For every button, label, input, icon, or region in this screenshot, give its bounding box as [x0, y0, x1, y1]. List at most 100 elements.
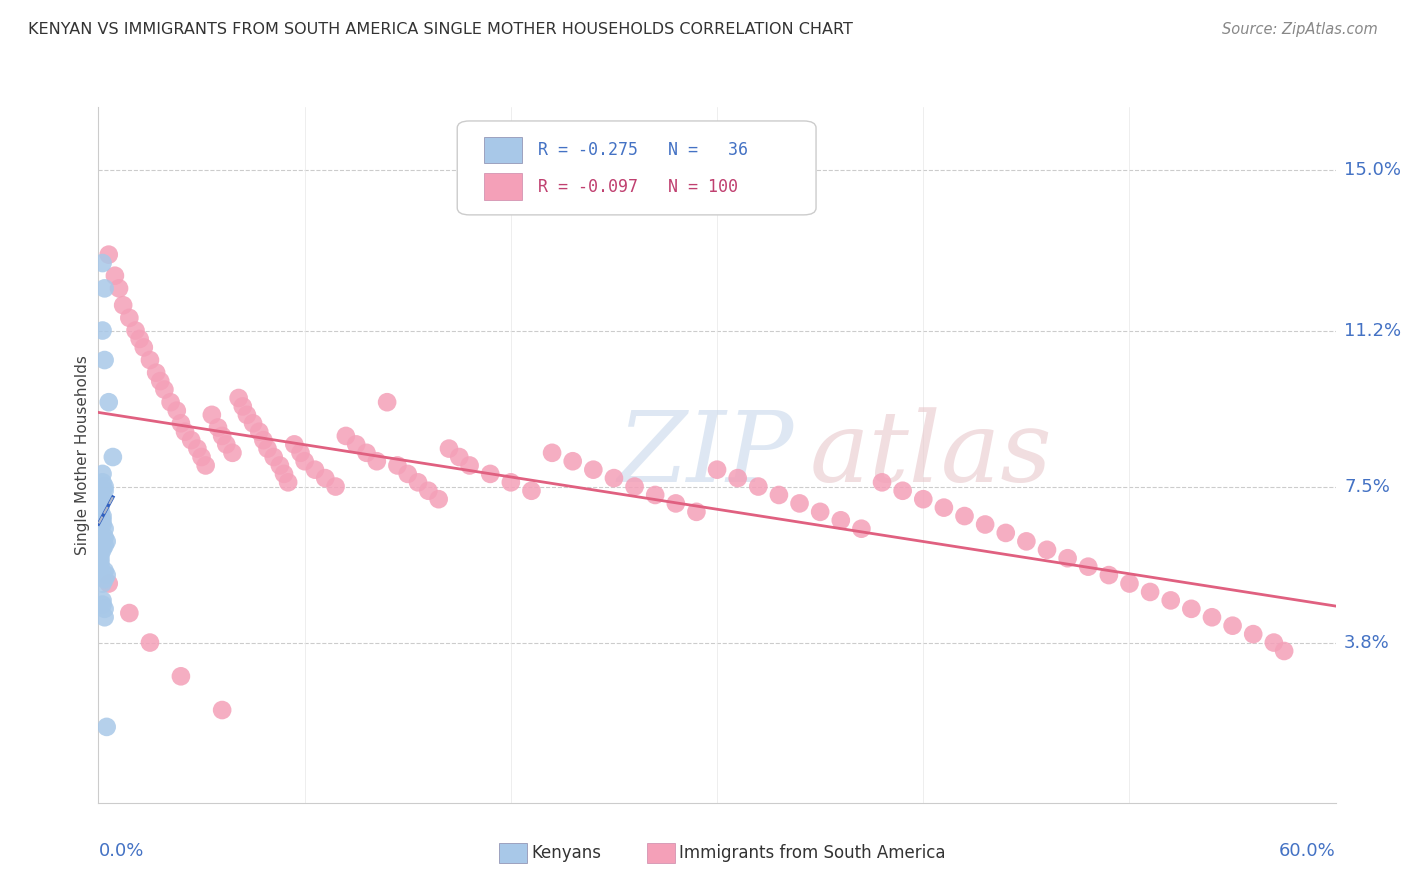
Point	[1098, 568, 1121, 582]
Bar	[485, 173, 522, 200]
Point	[283, 437, 305, 451]
Point	[273, 467, 295, 481]
Point	[1139, 585, 1161, 599]
Point	[1263, 635, 1285, 649]
Point	[304, 463, 326, 477]
Point	[277, 475, 299, 490]
Point	[93, 353, 115, 368]
Point	[458, 458, 481, 473]
Point	[228, 391, 250, 405]
Bar	[485, 137, 522, 163]
Point	[561, 454, 583, 468]
Point	[236, 408, 259, 422]
Point	[685, 505, 707, 519]
Point	[93, 564, 115, 578]
Point	[207, 420, 229, 434]
Point	[870, 475, 893, 490]
Point	[294, 454, 316, 468]
Point	[603, 471, 626, 485]
Point	[437, 442, 460, 456]
Point	[1201, 610, 1223, 624]
Point	[427, 492, 450, 507]
Point	[974, 517, 997, 532]
Point	[97, 576, 120, 591]
Point	[1118, 576, 1140, 591]
Point	[96, 720, 118, 734]
Y-axis label: Single Mother Households: Single Mother Households	[75, 355, 90, 555]
Text: 11.2%: 11.2%	[1344, 321, 1402, 340]
Point	[356, 446, 378, 460]
Point	[912, 492, 935, 507]
Point	[89, 551, 111, 566]
Point	[132, 340, 155, 354]
Point	[375, 395, 398, 409]
Point	[499, 475, 522, 490]
Point	[932, 500, 955, 515]
Text: 3.8%: 3.8%	[1344, 633, 1389, 651]
Point	[89, 500, 111, 515]
Text: KENYAN VS IMMIGRANTS FROM SOUTH AMERICA SINGLE MOTHER HOUSEHOLDS CORRELATION CHA: KENYAN VS IMMIGRANTS FROM SOUTH AMERICA …	[28, 22, 853, 37]
Text: atlas: atlas	[810, 408, 1053, 502]
Point	[91, 256, 114, 270]
Point	[665, 496, 688, 510]
Point	[1272, 644, 1295, 658]
Point	[91, 509, 114, 524]
Point	[851, 522, 873, 536]
Point	[335, 429, 357, 443]
Point	[108, 281, 131, 295]
Text: 60.0%: 60.0%	[1279, 842, 1336, 860]
Text: Kenyans: Kenyans	[531, 844, 602, 862]
Point	[1180, 602, 1202, 616]
Point	[623, 479, 645, 493]
Point	[91, 513, 114, 527]
Point	[706, 463, 728, 477]
Point	[830, 513, 852, 527]
Point	[994, 525, 1017, 540]
Point	[101, 450, 124, 464]
Point	[1222, 618, 1244, 632]
Point	[91, 475, 114, 490]
Point	[89, 547, 111, 561]
Point	[93, 530, 115, 544]
Point	[211, 703, 233, 717]
Point	[91, 576, 114, 591]
Point	[520, 483, 543, 498]
Point	[96, 534, 118, 549]
Point	[194, 458, 217, 473]
Point	[479, 467, 502, 481]
Point	[541, 446, 564, 460]
Point	[89, 556, 111, 570]
Point	[89, 559, 111, 574]
Point	[159, 395, 181, 409]
Text: R = -0.275   N =   36: R = -0.275 N = 36	[537, 141, 748, 159]
Point	[232, 400, 254, 414]
Point	[91, 598, 114, 612]
Point	[170, 669, 193, 683]
Point	[93, 602, 115, 616]
Point	[789, 496, 811, 510]
Point	[211, 429, 233, 443]
Point	[112, 298, 135, 312]
Point	[91, 517, 114, 532]
Text: Source: ZipAtlas.com: Source: ZipAtlas.com	[1222, 22, 1378, 37]
Point	[93, 522, 115, 536]
Point	[396, 467, 419, 481]
Point	[180, 433, 202, 447]
Point	[1160, 593, 1182, 607]
Point	[252, 433, 274, 447]
Point	[215, 437, 238, 451]
Point	[808, 505, 831, 519]
Point	[149, 374, 172, 388]
Point	[644, 488, 666, 502]
Point	[366, 454, 388, 468]
Point	[89, 496, 111, 510]
Point	[344, 437, 367, 451]
Point	[256, 442, 278, 456]
Point	[747, 479, 769, 493]
Point	[124, 324, 146, 338]
Point	[153, 383, 176, 397]
Point	[418, 483, 440, 498]
Point	[104, 268, 127, 283]
Point	[89, 505, 111, 519]
Point	[247, 425, 270, 439]
